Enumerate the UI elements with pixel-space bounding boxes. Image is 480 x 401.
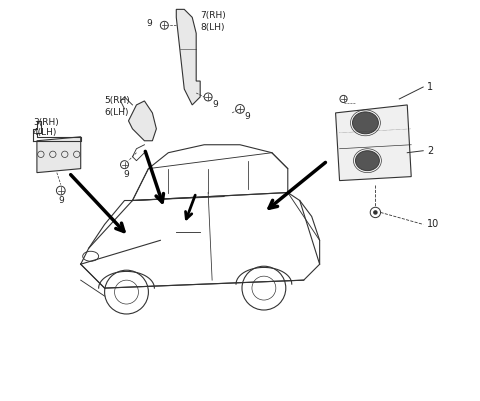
- Text: 9: 9: [147, 19, 152, 28]
- Text: 10: 10: [427, 219, 439, 229]
- Ellipse shape: [352, 112, 378, 134]
- Text: 7(RH): 7(RH): [200, 11, 226, 20]
- Text: 5(RH): 5(RH): [105, 97, 131, 105]
- Polygon shape: [37, 137, 81, 172]
- Text: 9: 9: [244, 112, 250, 122]
- Text: 1: 1: [427, 82, 433, 92]
- Text: 6(LH): 6(LH): [105, 108, 129, 117]
- Circle shape: [374, 211, 377, 214]
- Polygon shape: [336, 105, 411, 180]
- Text: 4(LH): 4(LH): [33, 128, 57, 137]
- Text: 8(LH): 8(LH): [200, 23, 225, 32]
- Text: 2: 2: [427, 146, 433, 156]
- Polygon shape: [176, 9, 200, 105]
- Ellipse shape: [356, 151, 379, 171]
- Text: 9: 9: [212, 100, 218, 109]
- Text: 9: 9: [58, 196, 64, 205]
- Text: 3(RH): 3(RH): [33, 118, 59, 128]
- Text: 9: 9: [124, 170, 130, 179]
- Polygon shape: [129, 101, 156, 141]
